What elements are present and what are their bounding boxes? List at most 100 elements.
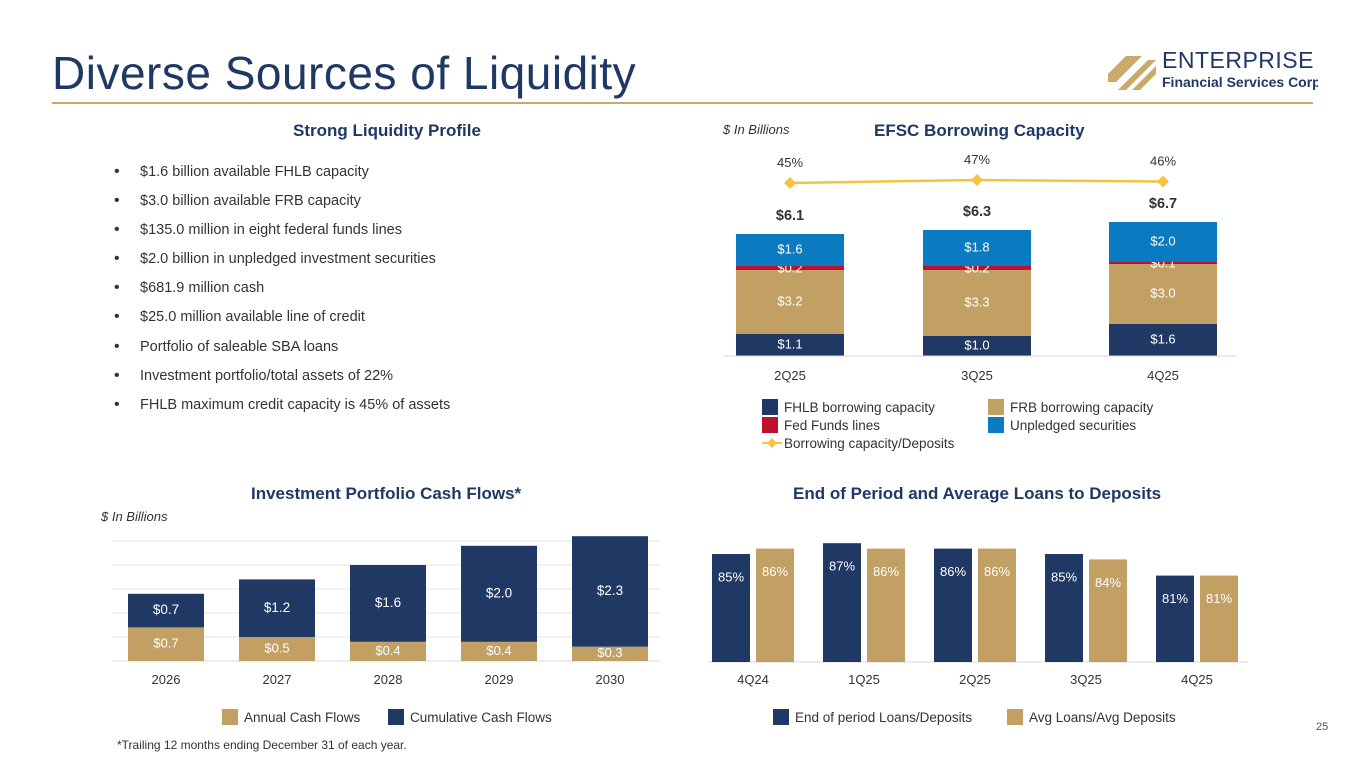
data-label: $1.0 bbox=[964, 337, 989, 352]
line-data-label: 45% bbox=[777, 155, 803, 170]
x-tick-label: 2026 bbox=[152, 672, 181, 687]
bar bbox=[934, 548, 972, 662]
legend-label: Unpledged securities bbox=[1010, 417, 1137, 433]
bullet-item: $135.0 million in eight federal funds li… bbox=[114, 218, 450, 247]
data-label: $0.4 bbox=[486, 643, 511, 658]
data-label: $2.3 bbox=[597, 583, 623, 598]
data-label: $0.7 bbox=[153, 602, 179, 617]
x-tick-label: 3Q25 bbox=[961, 368, 993, 383]
x-tick-label: 2029 bbox=[485, 672, 514, 687]
legend-swatch bbox=[773, 709, 789, 725]
legend-swatch bbox=[388, 709, 404, 725]
legend-swatch bbox=[762, 399, 778, 415]
data-label: 86% bbox=[984, 564, 1010, 579]
bar-segment bbox=[239, 579, 315, 637]
x-tick-label: 2Q25 bbox=[959, 672, 991, 687]
bar bbox=[867, 548, 905, 662]
data-label: 86% bbox=[873, 564, 899, 579]
data-label: 86% bbox=[940, 564, 966, 579]
bar-segment bbox=[736, 266, 844, 270]
liquidity-bullets: $1.6 billion available FHLB capacity $3.… bbox=[114, 160, 450, 422]
data-label: $3.2 bbox=[777, 293, 802, 308]
line-data-label: 46% bbox=[1150, 154, 1176, 169]
data-label: $1.2 bbox=[264, 600, 290, 615]
bar-segment bbox=[572, 536, 648, 647]
legend-swatch bbox=[762, 417, 778, 433]
data-label: 85% bbox=[718, 569, 744, 584]
page-number: 25 bbox=[1316, 721, 1329, 733]
bullet-item: FHLB maximum credit capacity is 45% of a… bbox=[114, 393, 450, 422]
title-divider bbox=[52, 102, 1313, 104]
legend-label: Cumulative Cash Flows bbox=[410, 709, 552, 725]
borrowing-unit-note: $ In Billions bbox=[723, 122, 790, 137]
borrowing-capacity-chart: $1.1$3.2$0.2$1.6$6.12Q25$1.0$3.3$0.2$1.8… bbox=[724, 152, 1236, 383]
bar bbox=[978, 548, 1016, 662]
bar-segment bbox=[1109, 222, 1217, 262]
legend-label: FHLB borrowing capacity bbox=[784, 399, 935, 415]
x-tick-label: 4Q25 bbox=[1147, 368, 1179, 383]
logo-name: ENTERPRISE bbox=[1162, 47, 1314, 73]
data-label: $0.3 bbox=[597, 645, 622, 660]
logo-mark-icon: ENTERPRISE Financial Services Corp bbox=[1108, 47, 1321, 90]
x-tick-label: 1Q25 bbox=[848, 672, 880, 687]
bullet-item: Portfolio of saleable SBA loans bbox=[114, 335, 450, 364]
data-label: 87% bbox=[829, 559, 855, 574]
bar-segment bbox=[1109, 262, 1217, 264]
liquidity-profile-title: Strong Liquidity Profile bbox=[293, 121, 481, 140]
loans-chart-title: End of Period and Average Loans to Depos… bbox=[793, 484, 1162, 503]
legend-label: Annual Cash Flows bbox=[244, 709, 361, 725]
line-point bbox=[971, 174, 983, 186]
legend-item-end-period: End of period Loans/Deposits bbox=[773, 709, 972, 725]
data-label: $1.6 bbox=[375, 595, 401, 610]
cashflows-legend: Annual Cash Flows Cumulative Cash Flows bbox=[222, 709, 602, 729]
data-label: $1.8 bbox=[964, 239, 989, 254]
bar bbox=[712, 554, 750, 662]
bar-total-label: $6.3 bbox=[963, 204, 991, 220]
data-label: 86% bbox=[762, 564, 788, 579]
legend-item-capacity-deposits: Borrowing capacity/Deposits bbox=[762, 435, 954, 451]
bar-segment bbox=[923, 270, 1031, 336]
x-tick-label: 3Q25 bbox=[1070, 672, 1102, 687]
bar-segment bbox=[736, 270, 844, 334]
x-tick-label: 4Q25 bbox=[1181, 672, 1213, 687]
bar bbox=[1045, 554, 1083, 662]
data-label: $1.1 bbox=[777, 336, 802, 351]
page-title: Diverse Sources of Liquidity bbox=[52, 47, 637, 99]
legend-item-fed-funds: Fed Funds lines bbox=[762, 417, 880, 433]
bar-segment bbox=[1109, 324, 1217, 356]
bullet-item: $1.6 billion available FHLB capacity bbox=[114, 160, 450, 189]
legend-swatch bbox=[988, 399, 1004, 415]
bullet-item: $3.0 billion available FRB capacity bbox=[114, 189, 450, 218]
data-label: $2.0 bbox=[1150, 233, 1175, 248]
x-tick-label: 2027 bbox=[263, 672, 292, 687]
bar-segment bbox=[923, 266, 1031, 270]
bar-segment bbox=[461, 641, 537, 661]
legend-item-cumulative: Cumulative Cash Flows bbox=[388, 709, 552, 725]
bar-total-label: $6.1 bbox=[776, 208, 804, 224]
data-label: $2.0 bbox=[486, 585, 512, 600]
cashflows-unit-note: $ In Billions bbox=[101, 509, 168, 524]
bar bbox=[756, 548, 794, 662]
investment-cashflows-chart: $0.7 $0.7 2026 $0.5 $1.2 2027 $0.4 $1.6 2028 $0.4… bbox=[112, 536, 660, 687]
cashflows-chart-title: Investment Portfolio Cash Flows* bbox=[251, 484, 522, 503]
legend-swatch bbox=[222, 709, 238, 725]
x-tick-label: 2Q25 bbox=[774, 368, 806, 383]
data-label: 85% bbox=[1051, 569, 1077, 584]
bar-segment bbox=[350, 565, 426, 642]
bullet-item: $25.0 million available line of credit bbox=[114, 305, 450, 334]
loans-legend: End of period Loans/Deposits Avg Loans/A… bbox=[773, 709, 1203, 729]
legend-swatch bbox=[988, 417, 1004, 433]
bar-total-label: $6.7 bbox=[1149, 196, 1177, 212]
legend-label: FRB borrowing capacity bbox=[1010, 399, 1154, 415]
data-label: $0.4 bbox=[375, 643, 400, 658]
data-label: 81% bbox=[1162, 591, 1188, 606]
loans-deposits-chart: 85% 86% 4Q24 87% 86% 1Q25 86% 86% 2Q25 85% 84% 3Q25… bbox=[708, 543, 1248, 687]
legend-item-frb: FRB borrowing capacity bbox=[988, 399, 1153, 415]
bar-segment bbox=[350, 641, 426, 661]
bar-segment bbox=[128, 627, 204, 661]
bar bbox=[1156, 575, 1194, 662]
legend-label: Avg Loans/Avg Deposits bbox=[1029, 709, 1176, 725]
legend-item-annual: Annual Cash Flows bbox=[222, 709, 360, 725]
bar bbox=[1089, 559, 1127, 662]
x-tick-label: 2028 bbox=[374, 672, 403, 687]
